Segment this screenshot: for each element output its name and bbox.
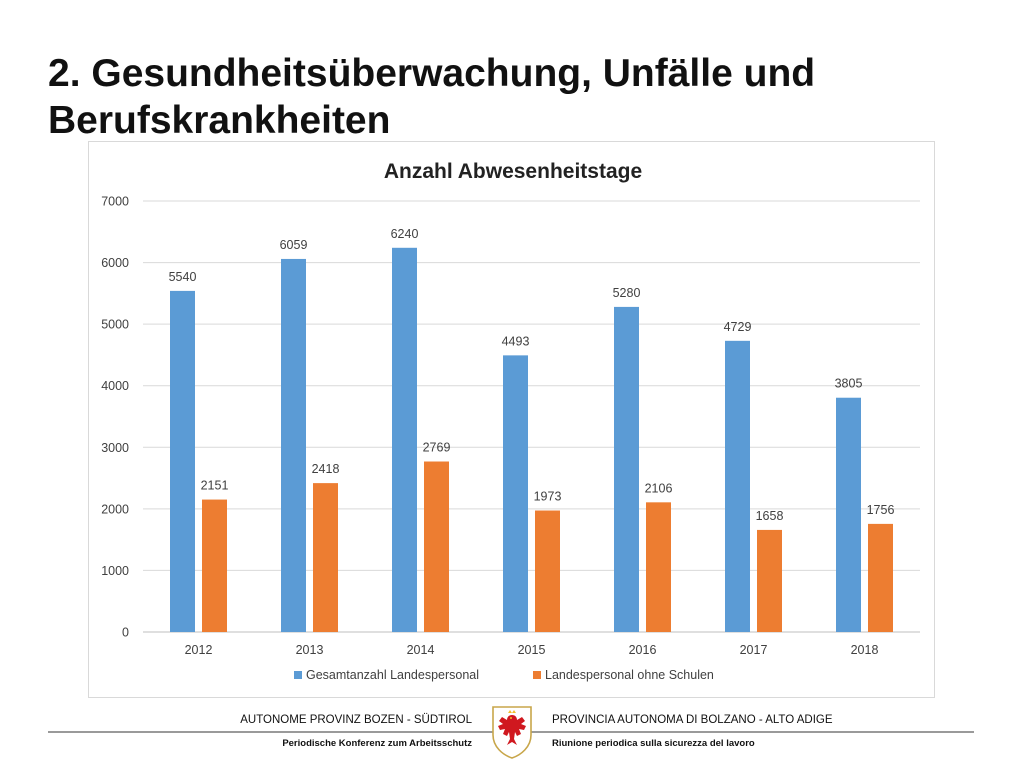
data-label: 2769 xyxy=(423,441,451,455)
bar xyxy=(313,483,338,632)
x-tick-label: 2015 xyxy=(518,643,546,657)
x-tick-label: 2013 xyxy=(296,643,324,657)
legend-label: Landespersonal ohne Schulen xyxy=(545,668,714,682)
bar xyxy=(424,461,449,632)
data-label: 5540 xyxy=(169,270,197,284)
data-label: 3805 xyxy=(835,377,863,391)
bar xyxy=(202,499,227,632)
legend-label: Gesamtanzahl Landespersonal xyxy=(306,668,479,682)
bar xyxy=(725,340,750,632)
x-tick-label: 2016 xyxy=(629,643,657,657)
footer-province-it: PROVINCIA AUTONOMA DI BOLZANO - ALTO ADI… xyxy=(552,714,833,726)
data-label: 1658 xyxy=(756,509,784,523)
y-tick-label: 2000 xyxy=(101,502,129,516)
data-label: 4493 xyxy=(502,334,530,348)
data-label: 6059 xyxy=(280,238,308,252)
bar xyxy=(535,510,560,632)
data-label: 2418 xyxy=(312,462,340,476)
data-label: 5280 xyxy=(613,286,641,300)
y-tick-label: 3000 xyxy=(101,441,129,455)
data-label: 6240 xyxy=(391,227,419,241)
eagle-coat-of-arms-icon xyxy=(492,706,532,759)
y-tick-label: 7000 xyxy=(101,195,129,209)
x-tick-label: 2017 xyxy=(740,643,768,657)
y-tick-label: 0 xyxy=(122,626,129,640)
y-tick-label: 4000 xyxy=(101,379,129,393)
bar xyxy=(646,502,671,632)
slide-title: 2. Gesundheitsüberwachung, Unfälle und B… xyxy=(48,52,816,142)
x-tick-label: 2014 xyxy=(407,643,435,657)
bar xyxy=(281,258,306,632)
bar xyxy=(614,306,639,632)
legend-swatch xyxy=(294,671,302,679)
x-tick-label: 2018 xyxy=(851,643,879,657)
chart-container: Anzahl Abwesenheitstage 0 1000 2000 3000 4000… xyxy=(88,141,935,698)
legend-swatch xyxy=(533,671,541,679)
data-label: 4729 xyxy=(724,320,752,334)
data-label: 1973 xyxy=(534,490,562,504)
bar-chart: Anzahl Abwesenheitstage 0 1000 2000 3000 4000… xyxy=(101,160,920,682)
bar xyxy=(170,290,195,632)
bar xyxy=(757,529,782,632)
data-label: 1756 xyxy=(867,503,895,517)
bar xyxy=(392,247,417,632)
data-label: 2106 xyxy=(645,481,673,495)
y-tick-label: 6000 xyxy=(101,256,129,270)
footer-conference-de: Periodische Konferenz zum Arbeitsschutz xyxy=(282,738,472,749)
x-tick-label: 2012 xyxy=(185,643,213,657)
footer-conference-it: Riunione periodica sulla sicurezza del l… xyxy=(552,738,755,749)
bar xyxy=(836,397,861,632)
bar xyxy=(868,523,893,632)
y-tick-label: 5000 xyxy=(101,318,129,332)
footer-province-de: AUTONOME PROVINZ BOZEN - SÜDTIROL xyxy=(240,714,472,726)
bar xyxy=(503,355,528,632)
data-label: 2151 xyxy=(201,479,229,493)
chart-title: Anzahl Abwesenheitstage xyxy=(384,160,642,183)
y-tick-label: 1000 xyxy=(101,564,129,578)
